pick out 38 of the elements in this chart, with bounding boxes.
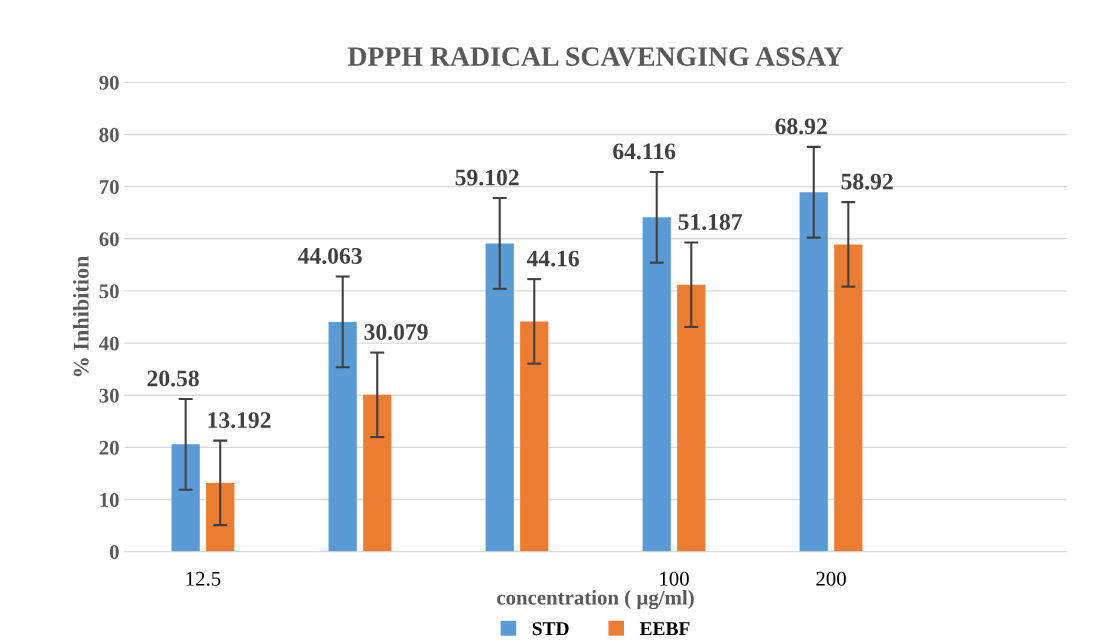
data-label: 44.16 — [526, 250, 579, 267]
bar — [799, 192, 828, 552]
bar — [328, 321, 357, 552]
data-label: 44.063 — [297, 247, 362, 264]
y-tick-label: 30 — [99, 388, 119, 403]
bar — [171, 444, 200, 552]
data-label: 58.92 — [841, 173, 893, 190]
y-tick-label: 20 — [99, 440, 119, 455]
y-tick-label: 50 — [99, 284, 119, 299]
y-tick-label: 60 — [99, 232, 119, 247]
y-tick-label: 80 — [99, 127, 119, 142]
data-label: 13.192 — [208, 412, 271, 429]
data-label: 51.187 — [678, 213, 743, 230]
bar — [677, 284, 706, 552]
chart-title: DPPH RADICAL SCAVENGING ASSAY — [347, 47, 844, 67]
y-tick-label: 70 — [99, 179, 119, 195]
y-axis-title: % Inhibition — [73, 255, 89, 377]
bar — [363, 394, 392, 552]
y-tick-label: 0 — [109, 545, 119, 560]
y-tick-label: 10 — [100, 492, 119, 507]
bar — [642, 217, 671, 552]
data-label: 30.079 — [364, 324, 428, 341]
x-tick-label: 12.5 — [186, 571, 221, 586]
bar — [834, 244, 863, 552]
y-tick-label: 90 — [99, 75, 119, 90]
x-tick-label: 100 — [660, 571, 689, 586]
bar — [520, 321, 549, 552]
data-label: 68.92 — [775, 118, 827, 135]
x-axis-title: concentration ( µg/ml) — [497, 590, 694, 610]
data-label: 20.58 — [147, 370, 199, 387]
y-tick-label: 40 — [99, 336, 119, 351]
bar — [485, 243, 514, 552]
x-tick-label: 200 — [816, 571, 846, 586]
data-label: 64.116 — [613, 143, 676, 160]
legend-label: STD — [532, 622, 569, 636]
legend-label: EEBF — [639, 622, 690, 636]
data-label: 59.102 — [455, 169, 519, 186]
bar — [206, 482, 235, 552]
